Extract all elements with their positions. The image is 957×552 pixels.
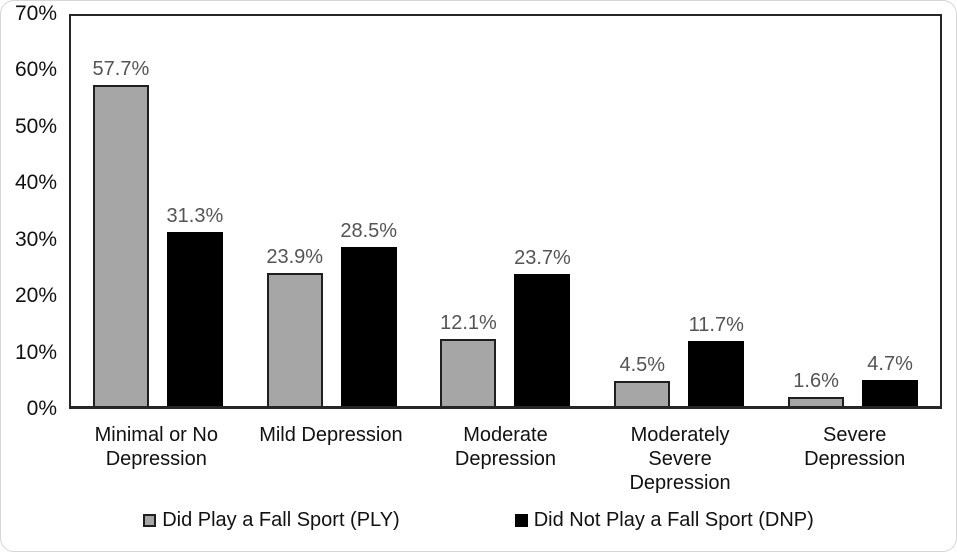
category-label-2: Mild Depression	[244, 423, 419, 495]
bar-group: 4.5% 11.7%	[592, 16, 766, 406]
plot-area: 57.7% 31.3% 23.9% 28.5% 12.1% 23.7% 4.5% 11.7% 1…	[69, 14, 942, 409]
bar-value-label: 11.7%	[688, 313, 744, 336]
bar-ply-1: 57.7%	[93, 58, 149, 406]
bar-group: 12.1% 23.7%	[419, 16, 593, 406]
bar-dnp-4: 11.7%	[688, 314, 745, 406]
bar-ply-5: 1.6%	[788, 370, 845, 406]
bar-dnp-3: 23.7%	[514, 247, 571, 406]
category-label-4: Moderately Severe Depression	[593, 423, 768, 495]
category-label-3: Moderate Depression	[418, 423, 593, 495]
category-label-line: Depression	[105, 448, 207, 470]
category-label-line: Depression	[804, 448, 906, 470]
y-axis-tick-label: 30%	[14, 227, 57, 251]
category-label-line: Severe	[822, 424, 887, 446]
category-label-line: Depression	[629, 472, 731, 494]
y-axis-tick-label: 20%	[14, 284, 57, 308]
bar-value-label: 4.5%	[619, 353, 666, 376]
category-label-line: Depression	[454, 448, 557, 470]
bar-ply-2: 23.9%	[266, 246, 323, 406]
legend-label-dnp: Did Not Play a Fall Sport (DNP)	[533, 509, 814, 531]
y-axis-tick-label: 0%	[26, 397, 57, 420]
legend-item-ply: Did Play a Fall Sport (PLY)	[143, 509, 400, 532]
legend: Did Play a Fall Sport (PLY) Did Not Play …	[1, 509, 956, 532]
bar-dnp-5: 4.7%	[862, 353, 919, 406]
category-label-1: Minimal or No Depression	[69, 423, 244, 495]
bar-ply-4: 4.5%	[614, 354, 671, 406]
category-label-line: Minimal or No	[94, 424, 218, 446]
bar-value-label: 4.7%	[867, 352, 913, 375]
y-axis-tick-label: 10%	[14, 340, 57, 364]
category-label-5: Severe Depression	[767, 423, 942, 495]
legend-swatch-ply	[143, 514, 157, 527]
x-axis-labels: Minimal or No Depression Mild Depression Mo…	[69, 423, 942, 495]
category-label-line: Mild Depression	[259, 424, 403, 446]
plot-bars: 57.7% 31.3% 23.9% 28.5% 12.1% 23.7% 4.5% 11.7% 1…	[71, 16, 940, 406]
bar-group: 57.7% 31.3%	[71, 16, 245, 406]
bar-dnp-1: 31.3%	[167, 205, 223, 406]
category-label-line: Moderate	[463, 424, 548, 446]
bar-value-label: 23.9%	[266, 245, 324, 268]
y-axis-tick-label: 60%	[14, 58, 57, 82]
category-label-line: Moderately	[630, 424, 730, 446]
bar-dnp-2: 28.5%	[340, 220, 397, 406]
bar-group: 23.9% 28.5%	[245, 16, 419, 406]
y-axis-tick-label: 50%	[14, 114, 57, 138]
bar-value-label: 1.6%	[793, 370, 839, 393]
legend-item-dnp: Did Not Play a Fall Sport (DNP)	[514, 509, 814, 532]
bar-group: 1.6% 4.7%	[766, 16, 940, 406]
y-axis-tick-label: 70%	[14, 2, 57, 25]
bar-value-label: 31.3%	[166, 204, 224, 227]
bar-value-label: 23.7%	[514, 247, 571, 269]
bar-value-label: 57.7%	[92, 57, 150, 80]
category-label-line: Severe	[648, 448, 712, 470]
bar-ply-3: 12.1%	[440, 312, 497, 406]
legend-swatch-dnp	[514, 514, 528, 527]
y-axis-tick-label: 40%	[14, 171, 57, 195]
legend-label-ply: Did Play a Fall Sport (PLY)	[162, 509, 400, 531]
bar-value-label: 28.5%	[340, 220, 398, 243]
bar-value-label: 12.1%	[440, 311, 497, 334]
